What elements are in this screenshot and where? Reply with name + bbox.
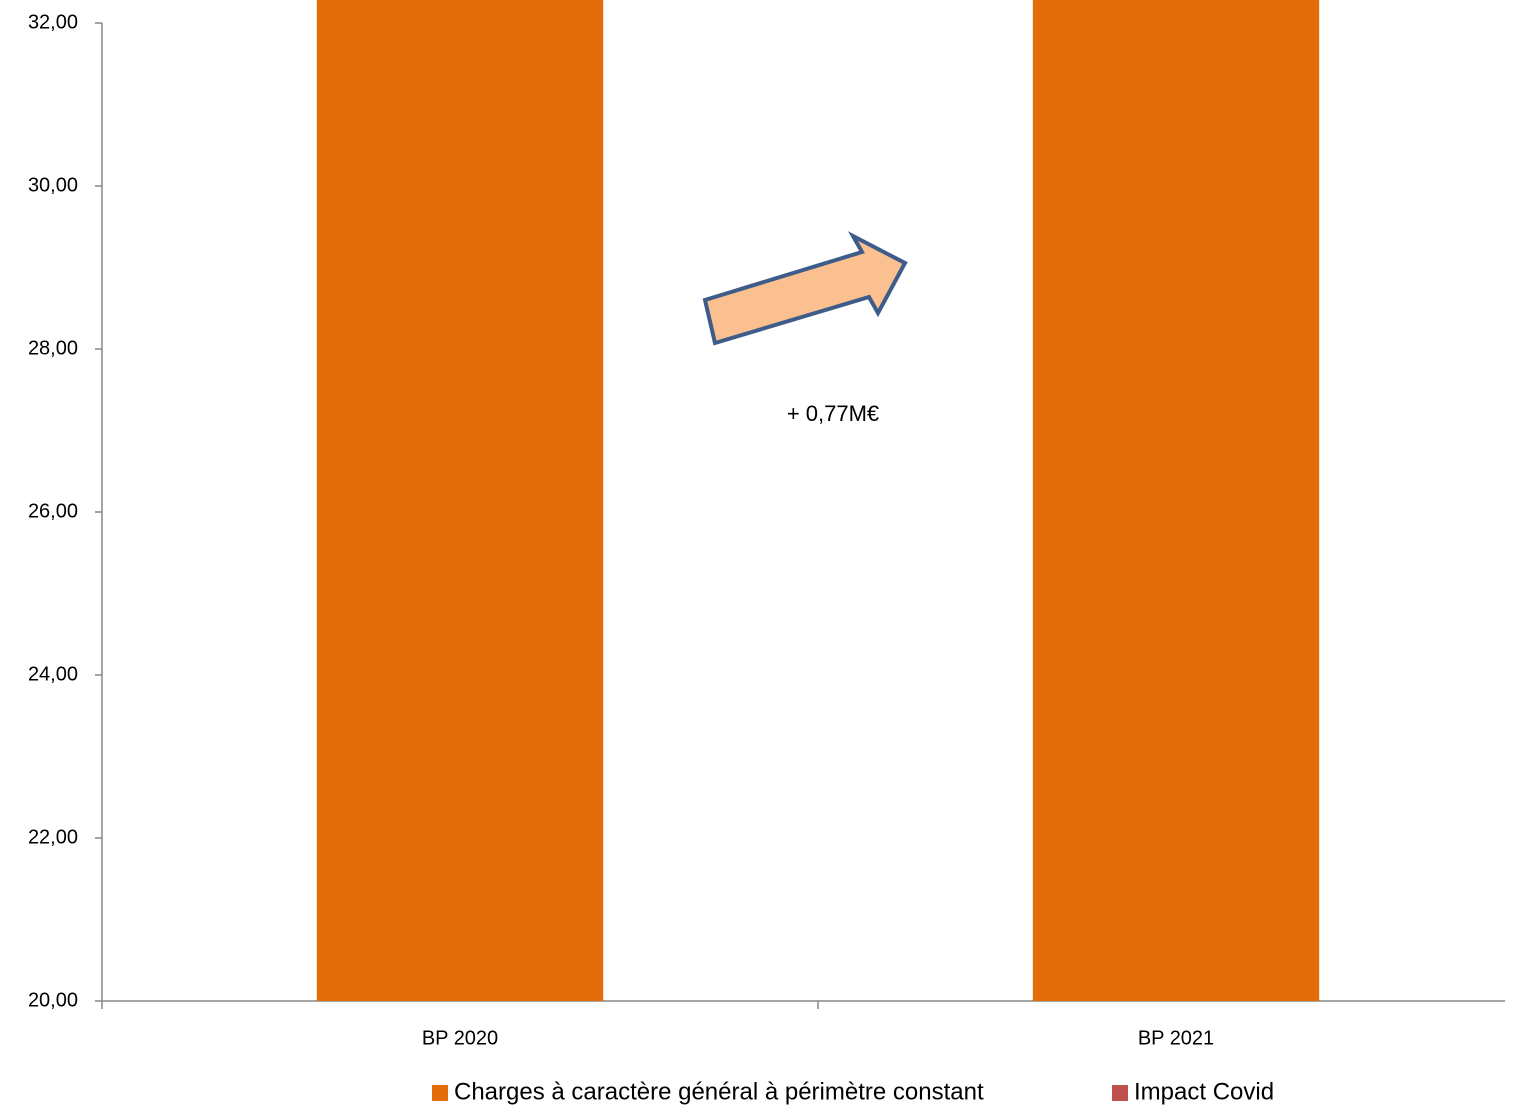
legend-label: Impact Covid [1134,1078,1274,1105]
legend-label: Charges à caractère général à périmètre … [454,1078,984,1105]
bar-segment [1032,0,1320,1001]
bar-segment [316,0,604,1001]
y-tick-label: 24,00 [28,663,78,685]
y-tick-label: 20,00 [28,989,78,1011]
annotation: + 0,77M€ [787,401,879,426]
x-tick-label: BP 2021 [1138,1027,1214,1049]
y-tick-label: 22,00 [28,826,78,848]
y-tick-label: 30,00 [28,174,78,196]
legend-swatch [432,1085,448,1101]
y-tick-label: 32,00 [28,11,78,33]
y-tick-label: 28,00 [28,337,78,359]
x-tick-label: BP 2020 [422,1027,498,1049]
y-tick-label: 26,00 [28,500,78,522]
legend-swatch [1112,1085,1128,1101]
arrow [702,231,908,346]
